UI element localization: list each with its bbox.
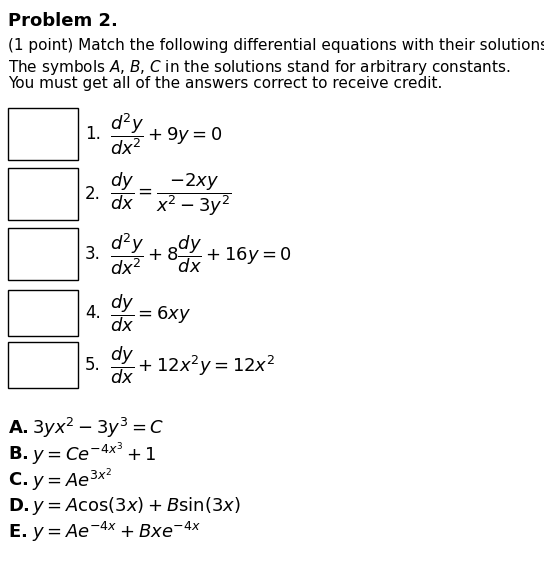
Text: $\dfrac{d^2y}{dx^2} + 9y = 0$: $\dfrac{d^2y}{dx^2} + 9y = 0$ (110, 111, 222, 157)
Bar (8, 290, 78, 336)
Text: $\mathbf{D.}$: $\mathbf{D.}$ (8, 497, 30, 515)
Text: (1 point) Match the following differential equations with their solutions.: (1 point) Match the following differenti… (8, 38, 544, 53)
Text: $y = A\cos(3x) + B\sin(3x)$: $y = A\cos(3x) + B\sin(3x)$ (32, 495, 241, 517)
Text: $y = Ce^{-4x^3} + 1$: $y = Ce^{-4x^3} + 1$ (32, 440, 157, 468)
Bar (8, 108, 78, 160)
Text: $\dfrac{dy}{dx} + 12x^2y = 12x^2$: $\dfrac{dy}{dx} + 12x^2y = 12x^2$ (110, 344, 275, 386)
Text: $\dfrac{dy}{dx} = 6xy$: $\dfrac{dy}{dx} = 6xy$ (110, 292, 191, 334)
Text: Problem 2.: Problem 2. (8, 12, 118, 30)
Text: $\mathbf{C.}$: $\mathbf{C.}$ (8, 471, 28, 489)
Bar (8, 228, 78, 280)
Text: 2.: 2. (85, 185, 101, 203)
Text: The symbols $A$, $B$, $C$ in the solutions stand for arbitrary constants.: The symbols $A$, $B$, $C$ in the solutio… (8, 58, 511, 77)
Text: $\dfrac{d^2y}{dx^2} + 8\dfrac{dy}{dx} + 16y = 0$: $\dfrac{d^2y}{dx^2} + 8\dfrac{dy}{dx} + … (110, 231, 292, 277)
Text: $\mathbf{E.}$: $\mathbf{E.}$ (8, 523, 27, 541)
Bar (8, 342, 78, 388)
Text: $\mathbf{A.}$: $\mathbf{A.}$ (8, 419, 29, 437)
Text: $y = Ae^{-4x} + Bxe^{-4x}$: $y = Ae^{-4x} + Bxe^{-4x}$ (32, 520, 201, 544)
Text: You must get all of the answers correct to receive credit.: You must get all of the answers correct … (8, 76, 442, 91)
Text: 1.: 1. (85, 125, 101, 143)
Text: $\dfrac{dy}{dx} = \dfrac{-2xy}{x^2 - 3y^2}$: $\dfrac{dy}{dx} = \dfrac{-2xy}{x^2 - 3y^… (110, 170, 232, 218)
Text: 5.: 5. (85, 356, 101, 374)
Text: $\mathbf{B.}$: $\mathbf{B.}$ (8, 445, 29, 463)
Text: $y = Ae^{3x^2}$: $y = Ae^{3x^2}$ (32, 466, 112, 494)
Text: $3yx^2 - 3y^3 = C$: $3yx^2 - 3y^3 = C$ (32, 416, 164, 440)
Text: 3.: 3. (85, 245, 101, 263)
Text: 4.: 4. (85, 304, 101, 322)
Bar (8, 168, 78, 220)
